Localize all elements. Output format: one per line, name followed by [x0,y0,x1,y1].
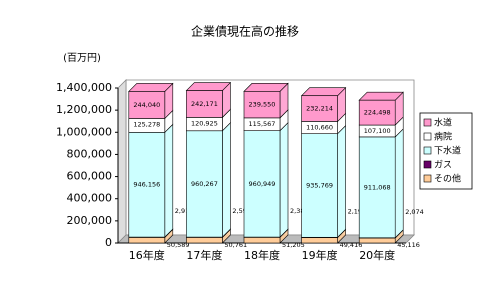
value-label: 946,156 [133,181,160,189]
value-label: 242,171 [191,100,218,108]
value-label: 115,567 [249,120,276,128]
value-label: 2,074 [405,208,424,216]
y-tick-label: 800,000 [67,147,113,160]
y-axis-label: (百万円) [63,52,101,64]
x-tick-label: 16年度 [129,248,165,262]
legend-swatch [423,132,432,141]
legend-label: その他 [434,173,461,185]
bar-segment [243,91,281,119]
y-tick-label: 1,000,000 [56,125,112,138]
bar-segment [301,133,338,238]
legend-swatch [423,160,432,169]
bar-segment [186,130,223,238]
y-tick-label: 600,000 [67,170,113,183]
value-label: 2,193 [348,207,367,215]
legend-label: ガス [434,160,452,171]
value-label: 45,116 [397,241,420,249]
bar-segment [186,90,223,118]
bar-segment [358,237,396,244]
value-label: 50,761 [224,241,247,249]
bar-side [394,128,404,239]
value-label: 2,910 [175,207,194,215]
bar-segment [128,91,166,119]
legend-label: 水道 [434,117,452,129]
value-label: 239,550 [249,101,276,109]
y-tick-label: 400,000 [67,192,113,205]
value-label: 107,100 [364,127,391,135]
x-tick-label: 18年度 [244,248,280,262]
value-label: 50,589 [167,241,190,249]
value-label: 224,498 [364,109,391,117]
x-tick-label: 20年度 [359,248,395,262]
legend-label: 下水道 [434,145,461,157]
value-label: 232,214 [306,105,333,113]
bar-top [185,82,232,91]
bar-segment [128,237,166,244]
value-label: 960,949 [249,180,276,188]
bar-segment [358,99,396,126]
bar-top [243,83,289,92]
bar-side [279,121,289,238]
value-label: 2,389 [290,207,309,215]
bar-top [128,83,174,92]
chart-title: 企業債現在高の推移 [191,24,299,39]
bar-segment [301,237,338,244]
legend-label: 病院 [434,131,452,143]
bar-segment [186,237,223,244]
value-label: 125,278 [133,120,160,128]
y-tick-label: 200,000 [67,214,113,227]
value-label: 960,267 [191,180,218,188]
bar-top [300,87,347,97]
y-tick-label: 1,400,000 [56,81,112,94]
legend-swatch [423,146,432,155]
value-label: 120,925 [191,119,218,127]
legend-swatch [423,118,432,127]
bar-side [337,124,346,239]
value-label: 110,660 [306,123,333,131]
value-label: 49,416 [340,241,363,249]
bar-side [222,122,231,238]
legend-swatch [423,174,432,183]
y-tick-label: 1,200,000 [56,103,112,116]
x-tick-label: 19年度 [302,248,338,262]
bar-segment [128,132,166,238]
x-tick-label: 17年度 [186,248,222,262]
value-label: 935,769 [306,181,333,189]
y-tick-label: 0 [105,236,112,249]
bar-segment [301,95,338,122]
bar-segment [243,237,281,244]
value-label: 51,205 [282,241,305,249]
value-label: 911,068 [364,183,391,191]
bar-segment [243,130,281,238]
side-wall [117,79,127,244]
bar-segment [358,136,396,239]
bar-side [164,123,174,238]
value-label: 2,597 [232,207,251,215]
value-label: 244,040 [133,101,160,109]
bar-top [358,91,404,101]
